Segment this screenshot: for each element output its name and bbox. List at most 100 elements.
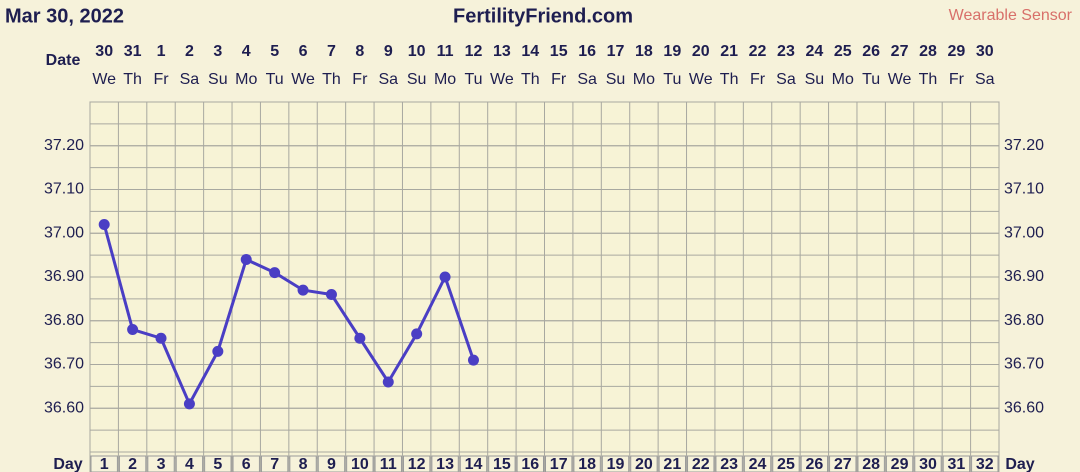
x-tick-label: 27: [834, 456, 852, 472]
date-row-label: Date: [46, 52, 81, 69]
data-point: [382, 376, 394, 388]
day-box: [488, 455, 516, 472]
date-label: 4: [242, 43, 251, 60]
weekday-label: Fr: [153, 71, 169, 88]
day-box: [431, 455, 459, 472]
y2-tick-label: 37.20: [1004, 137, 1044, 154]
date-label: 18: [635, 43, 653, 60]
date-label: 20: [692, 43, 710, 60]
x-tick-label: 24: [749, 456, 767, 472]
data-point: [467, 354, 479, 366]
date-label: 3: [213, 43, 222, 60]
x-tick-label: 15: [493, 456, 511, 472]
day-box: [829, 455, 857, 472]
y2-tick-label: 37.10: [1004, 181, 1044, 198]
day-box: [772, 455, 800, 472]
chart-date: Mar 30, 2022: [5, 5, 124, 27]
y-tick-label: 36.90: [44, 268, 84, 285]
data-point: [439, 271, 451, 283]
date-label: 15: [550, 43, 568, 60]
date-label: 17: [607, 43, 625, 60]
date-label: 16: [578, 43, 596, 60]
weekday-label: Fr: [551, 71, 567, 88]
day-box: [687, 455, 715, 472]
data-point: [155, 332, 167, 344]
day-box: [459, 455, 488, 472]
day-box: [715, 455, 743, 472]
x-tick-label: 30: [919, 456, 937, 472]
date-label: 21: [720, 43, 738, 60]
day-box: [971, 455, 999, 472]
weekday-label: Mo: [434, 71, 456, 88]
weekday-label: Sa: [378, 71, 398, 88]
y-tick-label: 36.80: [44, 312, 84, 329]
weekday-label: Th: [123, 71, 142, 88]
date-label: 11: [437, 43, 454, 60]
day-box: [658, 455, 687, 472]
date-label: 29: [947, 43, 965, 60]
date-label: 26: [862, 43, 880, 60]
date-label: 23: [777, 43, 795, 60]
x-tick-label: 18: [578, 456, 596, 472]
data-point: [269, 267, 281, 279]
weekday-label: Th: [720, 71, 739, 88]
x-tick-label: 13: [436, 456, 454, 472]
day-box: [743, 455, 772, 472]
x-tick-label: 2: [128, 456, 137, 472]
x-tick-label: 5: [213, 456, 222, 472]
weekday-label: Sa: [975, 71, 995, 88]
weekday-label: Th: [322, 71, 341, 88]
weekday-label: We: [490, 71, 514, 88]
date-label: 7: [327, 43, 336, 60]
x-tick-label: 1: [100, 456, 109, 472]
x-tick-label: 32: [976, 456, 994, 472]
data-point: [297, 284, 309, 296]
day-box: [260, 455, 289, 472]
weekday-label: Fr: [949, 71, 965, 88]
x-tick-label: 26: [805, 456, 823, 472]
day-box: [317, 455, 346, 472]
date-label: 25: [834, 43, 852, 60]
date-label: 10: [408, 43, 426, 60]
weekday-label: We: [291, 71, 315, 88]
y-tick-label: 37.00: [44, 224, 84, 241]
x-tick-label: 22: [692, 456, 710, 472]
date-label: 31: [124, 43, 142, 60]
weekday-label: Sa: [776, 71, 796, 88]
y-tick-label: 36.70: [44, 356, 84, 373]
day-box: [374, 455, 402, 472]
x-tick-label: 14: [465, 456, 483, 472]
date-label: 2: [185, 43, 194, 60]
weekday-label: Su: [208, 71, 228, 88]
day-box: [402, 455, 431, 472]
data-point: [325, 289, 337, 300]
date-label: 24: [805, 43, 823, 60]
day-box: [885, 455, 914, 472]
data-point: [411, 328, 423, 340]
day-box: [204, 455, 232, 472]
x-tick-label: 29: [891, 456, 909, 472]
day-row-label: Day: [1005, 456, 1034, 472]
y-tick-label: 36.60: [44, 399, 84, 416]
day-box: [630, 455, 658, 472]
date-label: 9: [384, 43, 393, 60]
day-box: [516, 455, 544, 472]
y2-tick-label: 36.90: [1004, 268, 1044, 285]
day-box: [545, 455, 573, 472]
data-point: [98, 219, 110, 230]
weekday-label: We: [92, 71, 116, 88]
weekday-label: Sa: [577, 71, 597, 88]
x-tick-label: 25: [777, 456, 795, 472]
x-tick-label: 6: [242, 456, 251, 472]
date-label: 8: [355, 43, 364, 60]
date-label: 27: [891, 43, 909, 60]
day-box: [942, 455, 971, 472]
x-tick-label: 31: [947, 456, 965, 472]
x-tick-label: 28: [862, 456, 880, 472]
date-label: 1: [157, 43, 166, 60]
day-box: [601, 455, 630, 472]
x-tick-label: 21: [663, 456, 681, 472]
weekday-label: Th: [919, 71, 938, 88]
y-tick-label: 37.10: [44, 181, 84, 198]
